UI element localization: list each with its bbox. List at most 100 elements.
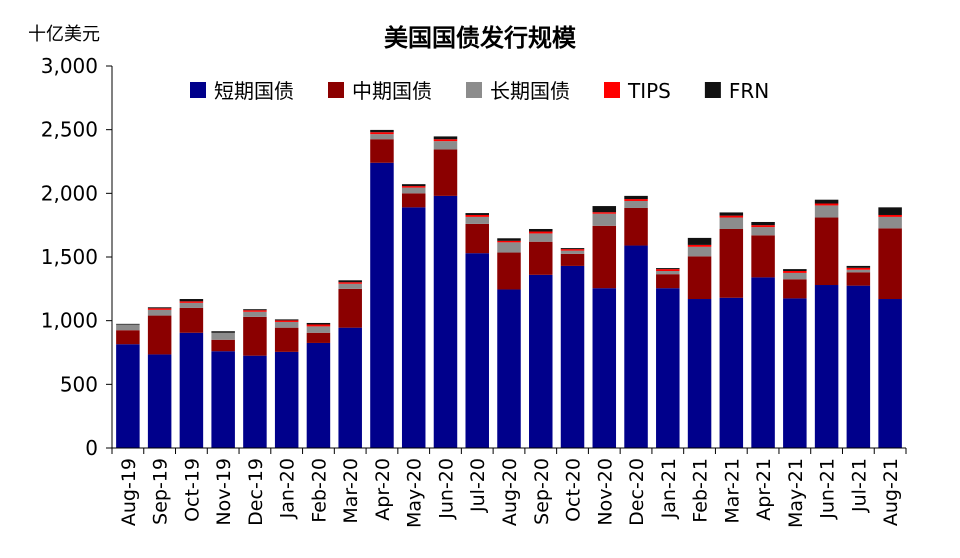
bar-segment <box>624 200 648 208</box>
legend-swatch <box>328 82 344 98</box>
bar-segment <box>243 311 267 317</box>
bar-segment <box>179 299 204 302</box>
bar-segment <box>624 195 648 200</box>
y-tick-label: 3,000 <box>41 54 98 78</box>
x-tick-label: Aug-21 <box>880 458 902 526</box>
x-tick-label: Mar-21 <box>721 458 743 524</box>
x-tick-label: Apr-21 <box>753 458 775 521</box>
bar-segment <box>338 282 362 284</box>
x-tick-label: Jun-21 <box>817 458 839 520</box>
x-tick-label: Dec-20 <box>626 458 648 526</box>
legend-label: FRN <box>729 79 769 103</box>
x-tick-label: Nov-20 <box>594 458 616 526</box>
y-tick-label: 2,500 <box>41 118 98 142</box>
bar-segment <box>338 280 362 283</box>
bar-segment <box>529 274 553 448</box>
legend-label: 短期国债 <box>214 79 294 103</box>
x-tick-label: Sep-20 <box>531 458 553 525</box>
bar-segment <box>147 315 172 355</box>
bar-segment <box>465 253 489 448</box>
bar-segment <box>560 248 585 250</box>
bar-segment <box>846 265 871 268</box>
x-tick-label: Sep-19 <box>150 458 172 525</box>
bar-segment <box>624 245 648 448</box>
bar-segment <box>529 228 553 232</box>
bar-segment <box>401 207 426 448</box>
bar-segment <box>656 268 680 270</box>
bar-segment <box>592 225 617 289</box>
bar-segment <box>592 288 617 448</box>
bar-segment <box>656 271 680 275</box>
bar-segment <box>592 212 617 214</box>
bar-segment <box>274 327 299 352</box>
bar-segment <box>656 269 680 272</box>
bar-segment <box>656 288 680 448</box>
bar-segment <box>433 195 458 448</box>
bar-segment <box>433 139 458 142</box>
bar-segment <box>116 330 140 345</box>
bar-segment <box>783 269 807 272</box>
bar-segment <box>529 241 553 275</box>
legend-label: 中期国债 <box>352 79 432 103</box>
x-tick-label: Feb-20 <box>308 458 330 523</box>
bar-segment <box>211 351 235 448</box>
bar-segment <box>274 319 299 321</box>
bar-segment <box>465 213 489 215</box>
bar-segment <box>814 205 839 218</box>
x-tick-label: Jul-20 <box>467 458 489 513</box>
bar-segment <box>338 288 362 328</box>
bar-segment <box>274 351 299 448</box>
bar-segment <box>116 324 140 331</box>
bar-segment <box>147 308 172 310</box>
bar-segment <box>783 279 807 299</box>
x-tick-label: Jan-21 <box>658 458 680 519</box>
bar-segment <box>274 320 299 322</box>
bar-segment <box>116 323 140 325</box>
bar-segment <box>370 132 394 135</box>
bar-segment <box>497 238 521 241</box>
x-tick-label: Jul-21 <box>848 458 870 513</box>
x-tick-label: Oct-20 <box>563 458 585 522</box>
bar-segment <box>560 250 585 254</box>
bar-segment <box>560 253 585 266</box>
bar-segment <box>211 332 235 340</box>
legend-swatch <box>190 82 206 98</box>
bar-segment <box>592 213 617 226</box>
bar-segment <box>243 309 267 311</box>
bar-segment <box>338 283 362 289</box>
bar-segment <box>211 331 235 333</box>
bar-segment <box>179 307 204 333</box>
bar-segment <box>497 240 521 243</box>
bar-segment <box>878 214 902 217</box>
y-tick-label: 1,000 <box>41 309 98 333</box>
bar-segment <box>783 298 807 448</box>
bar-segment <box>147 309 172 316</box>
bar-segment <box>179 332 204 448</box>
bar-segment <box>687 246 712 257</box>
bar-segment <box>401 187 426 194</box>
bar-segment <box>656 274 680 289</box>
legend-swatch <box>704 82 721 98</box>
bar-segment <box>179 301 204 303</box>
x-tick-label: Aug-20 <box>499 458 521 526</box>
bar-segment <box>211 339 235 352</box>
bar-segment <box>751 227 775 236</box>
bar-segment <box>306 342 331 448</box>
chart-title: 美国国债发行规模 <box>384 24 576 52</box>
x-tick-label: May-21 <box>785 458 807 528</box>
legend-label: 长期国债 <box>490 79 570 103</box>
bar-segment <box>751 221 775 226</box>
bar-segment <box>687 237 712 245</box>
x-tick-label: May-20 <box>404 458 426 528</box>
legend-swatch <box>466 82 482 98</box>
legend-swatch <box>604 82 620 98</box>
bar-segment <box>719 217 744 229</box>
x-tick-label: Dec-19 <box>245 458 267 526</box>
bar-segment <box>243 316 267 356</box>
bar-segment <box>306 322 331 325</box>
bar-segment <box>719 215 744 218</box>
bar-segment <box>687 256 712 300</box>
y-axis-unit-label: 十亿美元 <box>28 24 100 45</box>
